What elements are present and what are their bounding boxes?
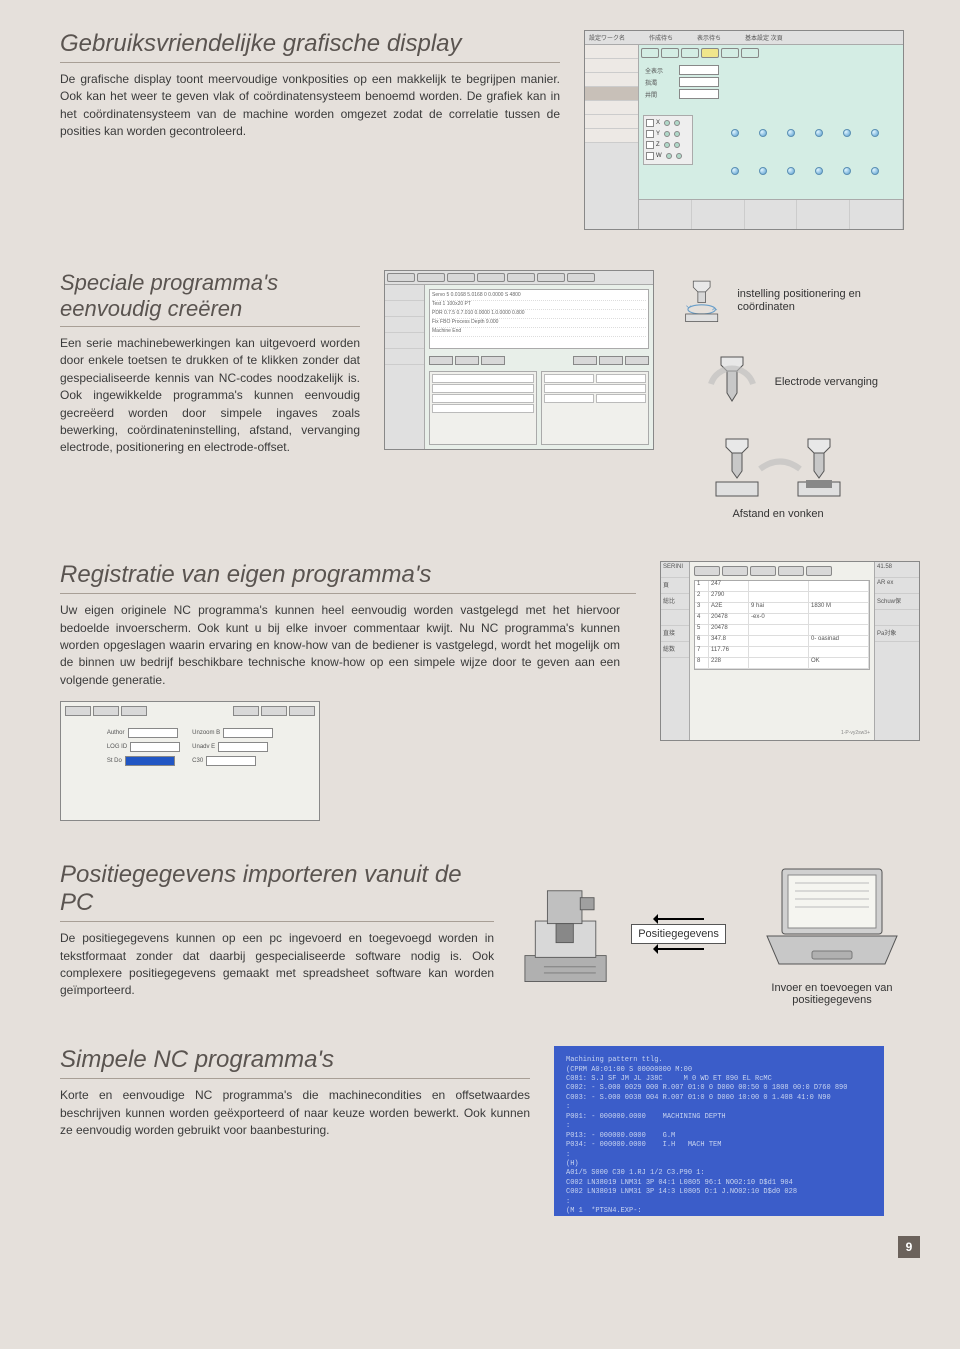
import-diagram: Positiegegevens Invoer en toevoegen: [518, 861, 920, 1006]
arrow-left-icon: [654, 948, 704, 950]
electrode-diagram: instelling positionering en coördinaten …: [678, 270, 878, 521]
import-caption: Invoer en toevoegen van positiegegevens: [744, 982, 920, 1006]
section-special-programs: Speciale programma's eenvoudig creëren E…: [60, 270, 920, 521]
heading-2: Speciale programma's eenvoudig creëren: [60, 270, 360, 327]
screenshot-program-create: Servo 5 0.0168 5.0168 0 0.0000 S 4800 Te…: [384, 270, 654, 521]
page-number: 9: [898, 1236, 920, 1258]
diagram-label-1: instelling positionering en coördinaten: [737, 288, 878, 314]
section-simple-nc: Simpele NC programma's Korte en eenvoudi…: [60, 1046, 920, 1216]
ss1-top-label: 表示待ち: [697, 33, 721, 42]
heading-1: Gebruiksvriendelijke grafische display: [60, 30, 560, 63]
laptop-icon: [757, 861, 907, 971]
position-data-label: Positiegegevens: [631, 924, 726, 944]
body-4: De positiegegevens kunnen op een pc inge…: [60, 930, 494, 1000]
section-import: Positiegegevens importeren vanuit de PC …: [60, 861, 920, 1006]
section-graphic-display: Gebruiksvriendelijke grafische display D…: [60, 30, 920, 230]
edm-machine-icon: [518, 874, 613, 994]
screenshot-entry-form: Author LOG ID St Do Unzoom B Unadv E C30: [60, 701, 320, 821]
body-1: De grafische display toont meervoudige v…: [60, 71, 560, 141]
heading-5: Simpele NC programma's: [60, 1046, 530, 1079]
arrow-left-icon: [654, 918, 704, 920]
page-number-container: 9: [60, 1236, 920, 1258]
heading-4: Positiegegevens importeren vanuit de PC: [60, 861, 494, 922]
screenshot-graphic-display: 設定ワーク名 作成待ち 表示待ち 基本設定 次頁: [584, 30, 904, 230]
screenshot-listing: SERINI 頁 総比 直接 総数 1247 22790 3A2E9 hai18…: [660, 561, 920, 821]
listing-table: 1247 22790 3A2E9 hai1830 M420478-ex-0 52…: [694, 580, 870, 670]
heading-3: Registratie van eigen programma's: [60, 561, 636, 594]
diagram-label-3: Afstand en vonken: [732, 508, 823, 521]
ss1-top-label: 作成待ち: [649, 33, 673, 42]
ss1-top-label: 基本設定 次頁: [745, 33, 783, 42]
section-registration: Registratie van eigen programma's Uw eig…: [60, 561, 920, 821]
body-5: Korte en eenvoudige NC programma's die m…: [60, 1087, 530, 1139]
body-3: Uw eigen originele NC programma's kunnen…: [60, 602, 620, 689]
electrode-positioning-icon: [678, 270, 725, 332]
body-2: Een serie machinebewerkingen kan uitgevo…: [60, 335, 360, 457]
electrode-replace-icon: [701, 352, 763, 414]
electrode-distance-icon: [708, 434, 848, 504]
ss1-top-label: 設定ワーク名: [589, 33, 625, 42]
diagram-label-2: Electrode vervanging: [775, 376, 878, 389]
nc-code-terminal: Machining pattern ttlg. (CPRM A0:01:00 S…: [554, 1046, 884, 1216]
